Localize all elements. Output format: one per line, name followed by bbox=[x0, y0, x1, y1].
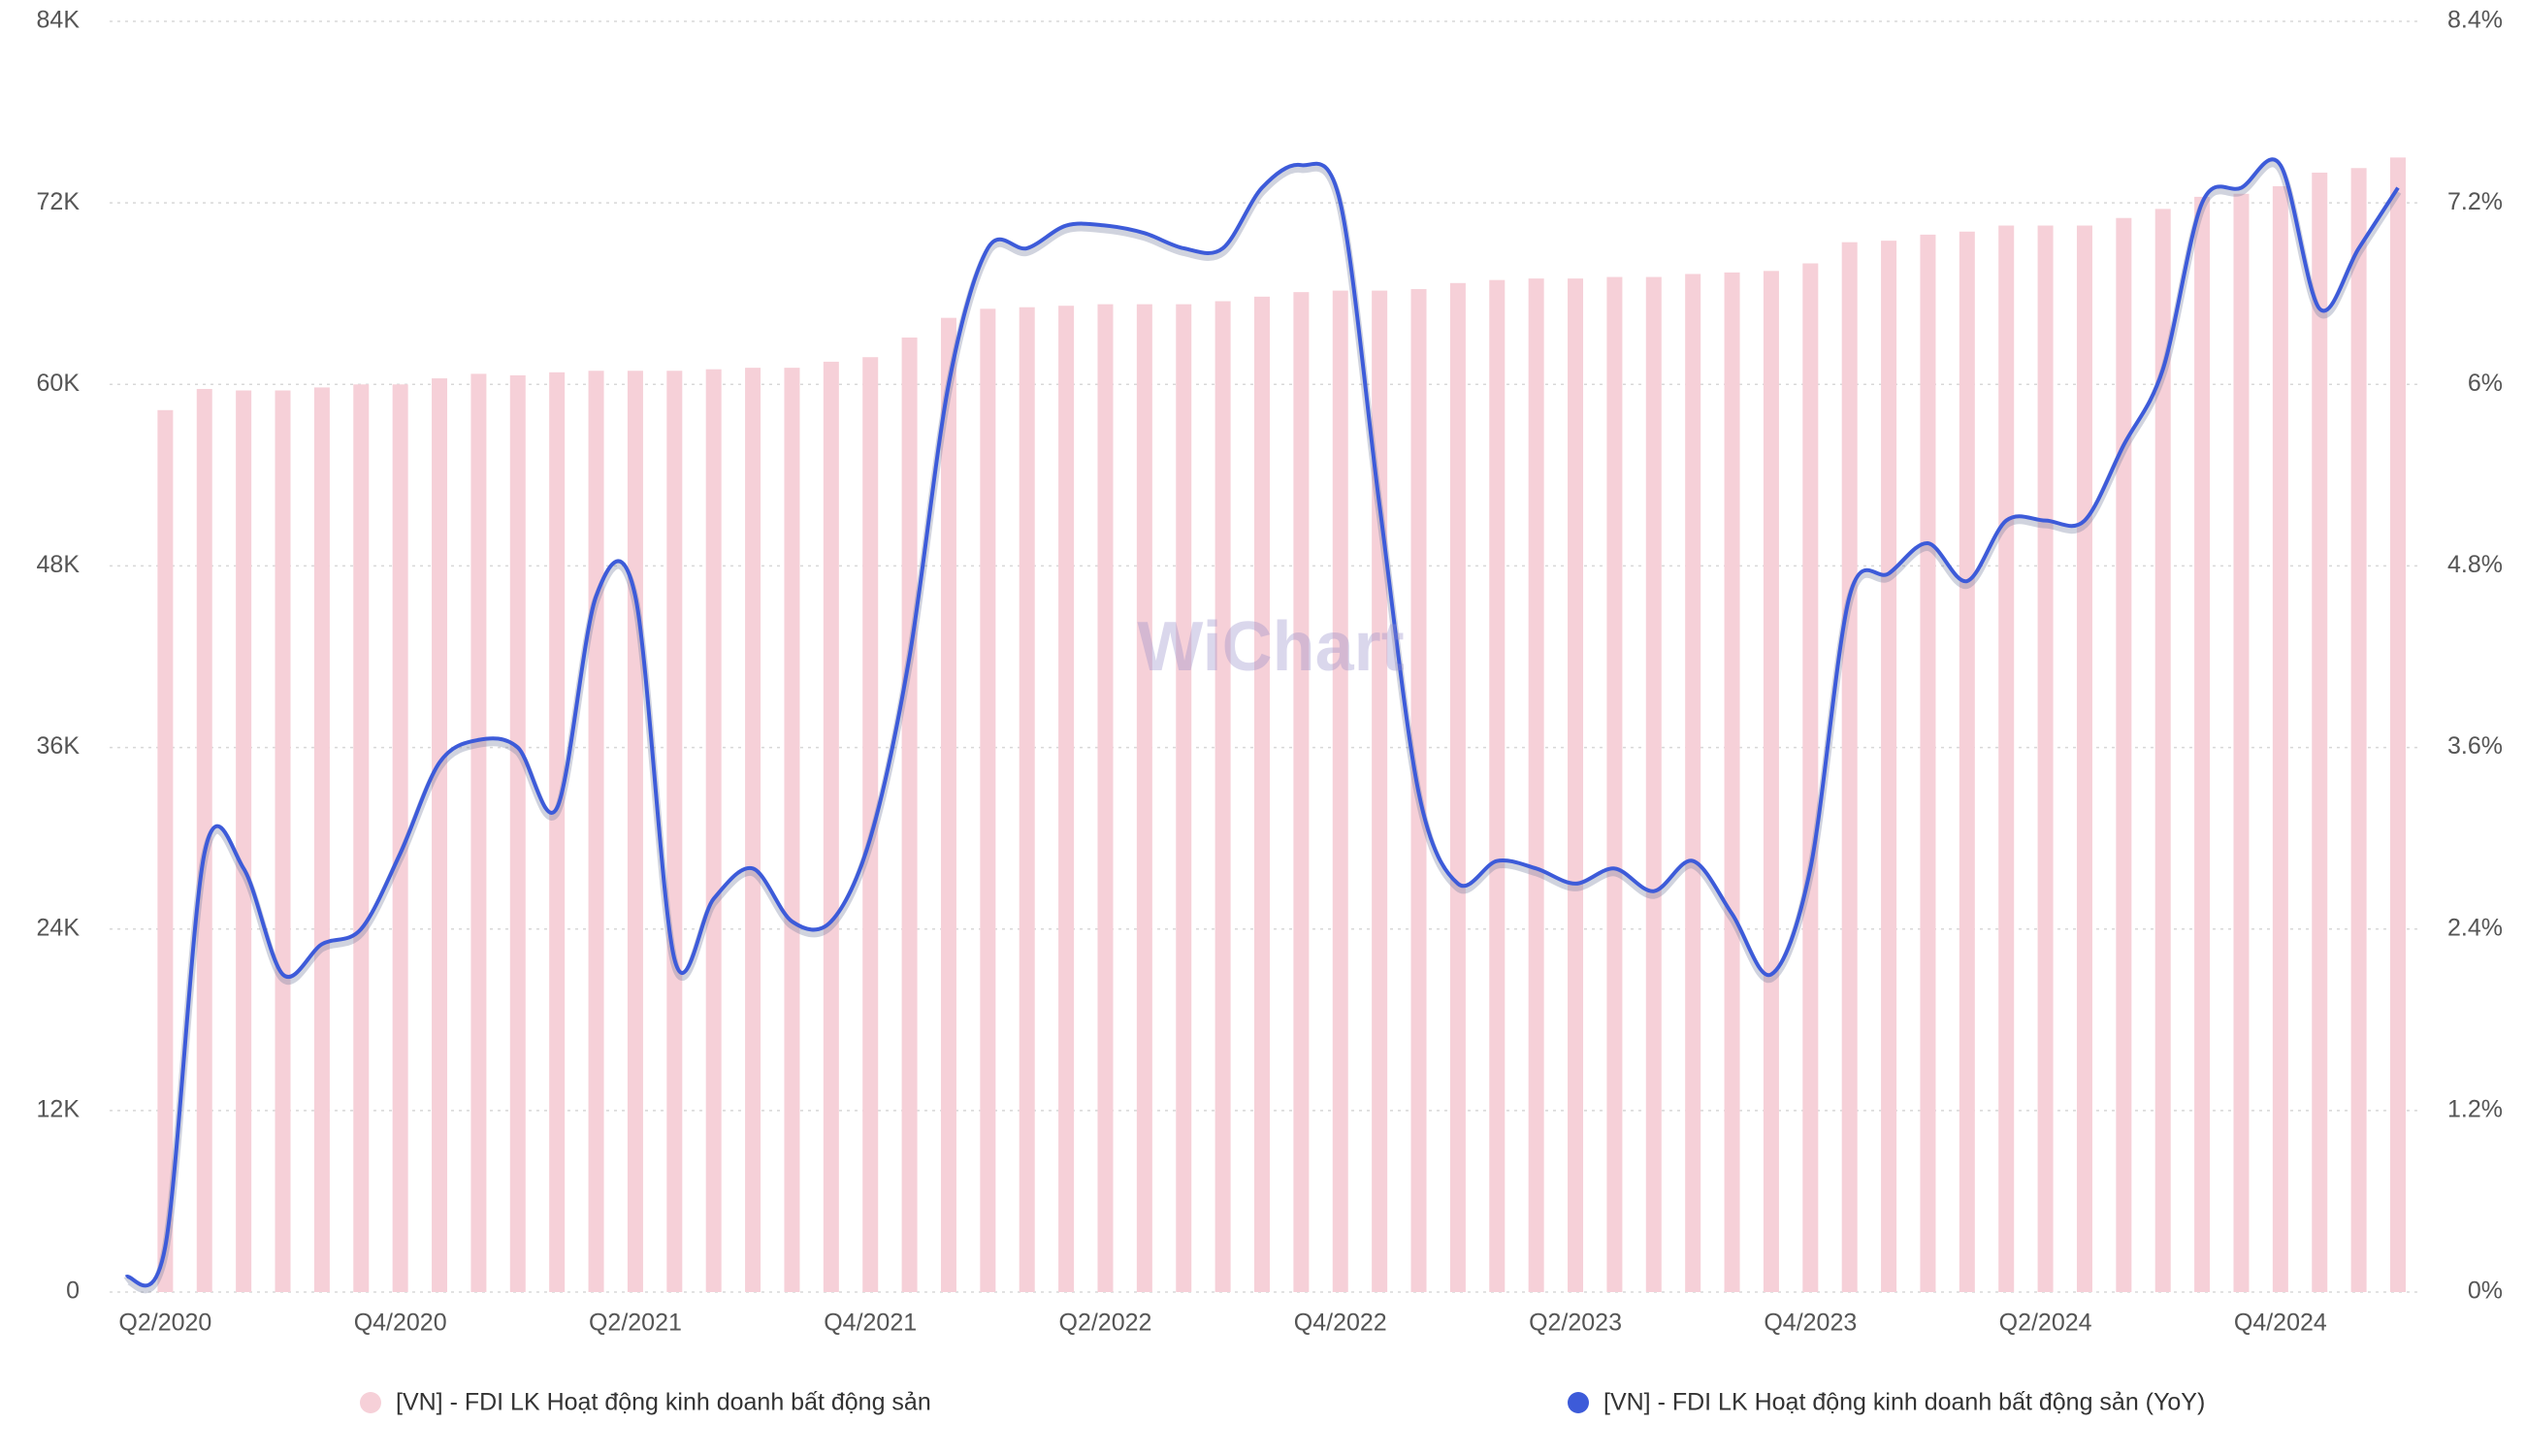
bar bbox=[1293, 292, 1310, 1292]
bar bbox=[588, 371, 604, 1292]
x-tick-label: Q2/2020 bbox=[118, 1310, 211, 1337]
y2-tick-label: 6% bbox=[2468, 370, 2503, 397]
bar bbox=[1920, 234, 1936, 1293]
bar bbox=[2312, 172, 2328, 1292]
bar bbox=[901, 337, 918, 1292]
x-tick-label: Q4/2022 bbox=[1294, 1310, 1387, 1337]
bar bbox=[157, 409, 174, 1292]
y-tick-label: 24K bbox=[37, 914, 81, 941]
bar bbox=[627, 371, 643, 1292]
y-tick-label: 12K bbox=[37, 1095, 81, 1122]
bar bbox=[1332, 290, 1348, 1293]
bar bbox=[1528, 278, 1544, 1293]
bar bbox=[470, 373, 487, 1293]
line-shadow bbox=[123, 159, 2402, 1294]
bar bbox=[392, 384, 408, 1292]
bar bbox=[666, 371, 683, 1292]
bar bbox=[1763, 271, 1779, 1293]
x-tick-label: Q4/2021 bbox=[824, 1310, 917, 1337]
x-tick-label: Q4/2024 bbox=[2234, 1310, 2327, 1337]
x-tick-label: Q2/2024 bbox=[1999, 1310, 2092, 1337]
y2-tick-label: 2.4% bbox=[2447, 914, 2503, 941]
bar bbox=[980, 308, 996, 1292]
legend-label: [VN] - FDI LK Hoạt động kinh doanh bất đ… bbox=[396, 1389, 931, 1416]
bar bbox=[196, 388, 212, 1292]
x-tick-label: Q4/2023 bbox=[1764, 1310, 1857, 1337]
y2-tick-label: 1.2% bbox=[2447, 1095, 2503, 1122]
bar bbox=[1568, 278, 1584, 1293]
y2-tick-label: 8.4% bbox=[2447, 7, 2503, 34]
y-tick-label: 60K bbox=[37, 370, 81, 397]
bar bbox=[2390, 157, 2406, 1292]
bar bbox=[432, 378, 448, 1292]
bar bbox=[2233, 193, 2250, 1292]
bar bbox=[1058, 306, 1075, 1292]
bar bbox=[1881, 241, 1897, 1292]
y-tick-label: 0 bbox=[66, 1278, 80, 1305]
bar bbox=[2194, 196, 2211, 1292]
y2-tick-label: 7.2% bbox=[2447, 188, 2503, 215]
bar bbox=[1802, 263, 1819, 1292]
bar bbox=[1685, 274, 1701, 1293]
bar bbox=[1214, 301, 1231, 1292]
x-tick-label: Q2/2021 bbox=[589, 1310, 682, 1337]
bar bbox=[1959, 231, 1975, 1292]
legend-label: [VN] - FDI LK Hoạt động kinh doanh bất đ… bbox=[1603, 1389, 2205, 1416]
bar bbox=[236, 390, 252, 1292]
bar bbox=[1606, 276, 1623, 1292]
bar bbox=[940, 317, 956, 1293]
bar bbox=[1841, 242, 1858, 1293]
bar bbox=[1176, 304, 1192, 1292]
bar bbox=[1645, 276, 1662, 1292]
bar bbox=[313, 387, 330, 1292]
x-tick-label: Q2/2022 bbox=[1059, 1310, 1152, 1337]
bar bbox=[705, 369, 722, 1292]
bar bbox=[2350, 168, 2367, 1292]
y-tick-label: 72K bbox=[37, 188, 81, 215]
bar bbox=[1449, 282, 1466, 1292]
bar bbox=[1019, 307, 1035, 1292]
line bbox=[124, 157, 2400, 1288]
y2-tick-label: 0% bbox=[2468, 1278, 2503, 1305]
x-tick-label: Q4/2020 bbox=[354, 1310, 447, 1337]
bar bbox=[275, 390, 291, 1292]
bar bbox=[1724, 272, 1740, 1292]
bar bbox=[2037, 225, 2054, 1292]
y-tick-label: 36K bbox=[37, 732, 81, 760]
y-tick-label: 48K bbox=[37, 551, 81, 578]
bar bbox=[2272, 185, 2288, 1293]
bar bbox=[549, 372, 566, 1292]
bar bbox=[745, 368, 761, 1292]
bar bbox=[353, 384, 370, 1292]
y2-tick-label: 3.6% bbox=[2447, 732, 2503, 760]
bar bbox=[1489, 279, 1506, 1292]
bar bbox=[1998, 225, 2015, 1292]
watermark: WiChart bbox=[1137, 608, 1404, 686]
bar bbox=[784, 368, 800, 1292]
bar bbox=[1136, 304, 1152, 1292]
x-tick-label: Q2/2023 bbox=[1529, 1310, 1622, 1337]
bar bbox=[823, 361, 839, 1293]
y-tick-label: 84K bbox=[37, 7, 81, 34]
bar bbox=[1097, 304, 1114, 1292]
legend-marker bbox=[1568, 1392, 1589, 1413]
bar bbox=[2154, 209, 2171, 1292]
bar bbox=[509, 374, 526, 1292]
bar bbox=[2076, 225, 2092, 1292]
y2-tick-label: 4.8% bbox=[2447, 551, 2503, 578]
bar bbox=[1254, 296, 1270, 1292]
bar bbox=[862, 357, 879, 1292]
bar bbox=[2116, 217, 2132, 1293]
legend-marker bbox=[360, 1392, 381, 1413]
